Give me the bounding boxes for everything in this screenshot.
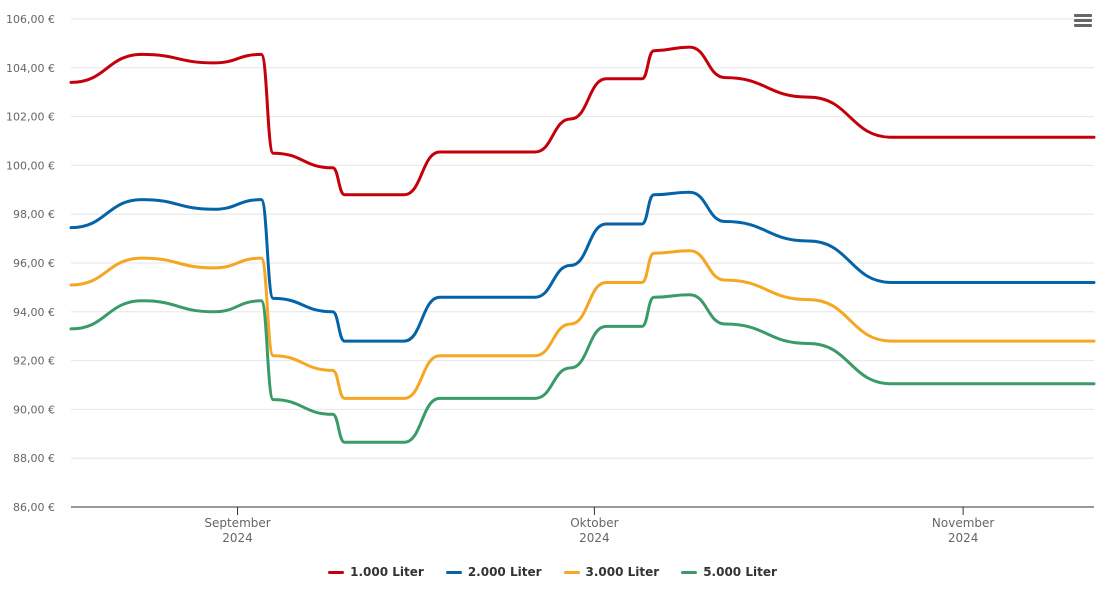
x-tick-label-month: Oktober [570, 516, 618, 530]
y-tick-label: 106,00 € [6, 13, 55, 26]
x-tick-label-month: September [204, 516, 270, 530]
y-axis: 86,00 € 88,00 € 90,00 € 92,00 € 94,00 € 96,00… [6, 13, 55, 514]
grid-lines [71, 18, 1094, 459]
legend-label: 5.000 Liter [703, 565, 777, 579]
y-tick-label: 90,00 € [13, 403, 55, 416]
legend-swatch [328, 570, 345, 574]
y-tick-label: 94,00 € [13, 306, 55, 319]
x-tick-label-year: 2024 [948, 531, 979, 545]
legend-label: 1.000 Liter [350, 565, 424, 579]
series-line-1-000-liter[interactable] [69, 45, 1096, 197]
y-tick-label: 86,00 € [13, 501, 55, 514]
y-tick-label: 98,00 € [13, 208, 55, 221]
legend-swatch [445, 570, 462, 574]
hamburger-icon [1072, 14, 1094, 27]
x-tick-label-year: 2024 [222, 531, 253, 545]
series-lines [69, 45, 1096, 444]
legend-label: 3.000 Liter [585, 565, 660, 579]
legend-item[interactable]: 5.000 Liter [681, 562, 777, 582]
y-tick-label: 102,00 € [6, 111, 55, 124]
y-tick-label: 104,00 € [6, 62, 55, 75]
x-tick-label-year: 2024 [579, 531, 610, 545]
legend-label: 2.000 Liter [467, 565, 542, 579]
y-tick-label: 96,00 € [13, 257, 55, 270]
series-line-3-000-liter[interactable] [69, 249, 1096, 400]
series-line-2-000-liter[interactable] [69, 190, 1096, 343]
chart-legend: 1.000 Liter 2.000 Liter 3.000 Liter 5.000 L… [0, 562, 1105, 582]
series-line-5-000-liter[interactable] [69, 293, 1096, 444]
x-tick-label-month: November [932, 516, 994, 530]
legend-item[interactable]: 1.000 Liter [328, 562, 424, 582]
y-tick-label: 92,00 € [13, 355, 55, 368]
legend-swatch [681, 570, 698, 574]
chart-menu-button[interactable] [1072, 12, 1094, 32]
legend-item[interactable]: 3.000 Liter [563, 562, 660, 582]
y-tick-label: 100,00 € [6, 159, 55, 172]
legend-swatch [563, 570, 580, 574]
legend-item[interactable]: 2.000 Liter [445, 562, 542, 582]
y-tick-label: 88,00 € [13, 452, 55, 465]
